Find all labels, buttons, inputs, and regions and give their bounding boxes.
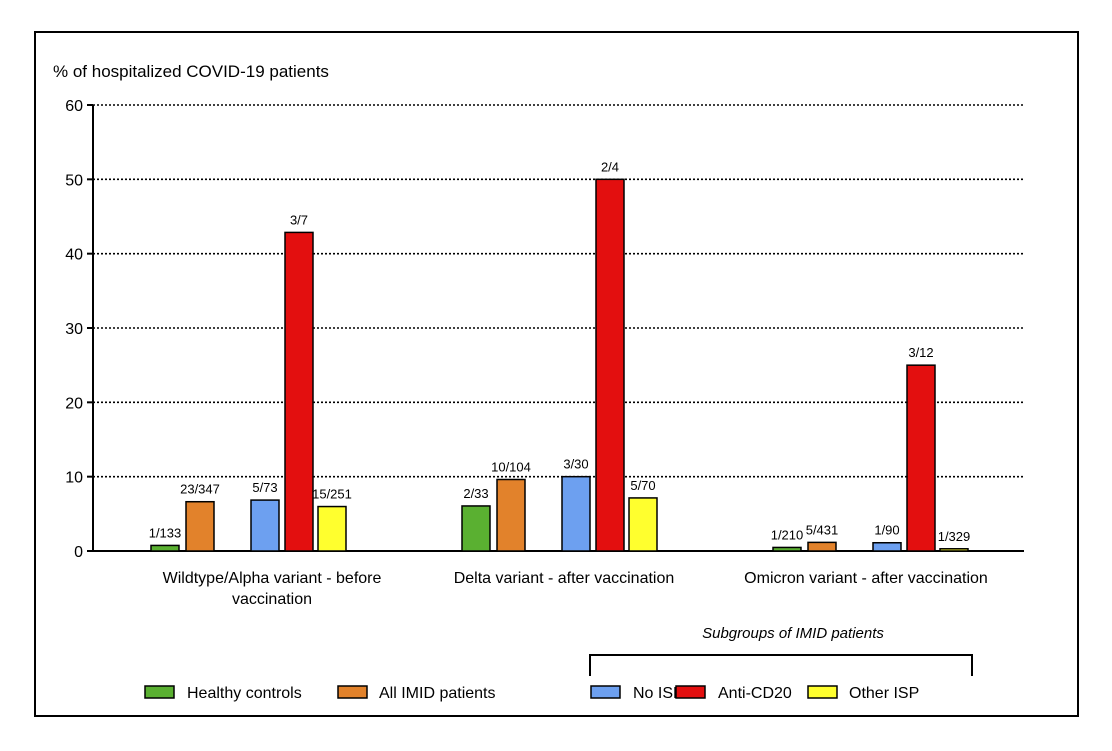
y-axis-title: % of hospitalized COVID-19 patients <box>53 62 329 81</box>
bar <box>284 231 314 552</box>
data-label: 1/329 <box>938 529 971 544</box>
subgroup-title: Subgroups of IMID patients <box>702 625 884 642</box>
y-tick-label: 30 <box>65 321 83 338</box>
y-tick-label: 10 <box>65 470 83 487</box>
bar <box>872 541 902 552</box>
data-label: 10/104 <box>491 459 531 474</box>
bar <box>185 500 215 552</box>
bar <box>628 497 658 552</box>
y-tick-label: 50 <box>65 172 83 189</box>
data-label: 5/73 <box>252 480 277 495</box>
bar <box>939 548 969 552</box>
data-label: 15/251 <box>312 487 352 502</box>
data-label: 1/133 <box>149 525 182 540</box>
legend-label: Other ISP <box>849 685 919 702</box>
bar <box>595 178 625 552</box>
y-tick-label: 0 <box>74 544 83 561</box>
bar <box>772 546 802 552</box>
bar-chart: % of hospitalized COVID-19 patients 0 10 20… <box>53 62 1024 702</box>
bar <box>150 544 180 552</box>
data-label: 5/70 <box>630 478 655 493</box>
legend-label: Anti-CD20 <box>718 685 792 702</box>
bar <box>807 541 837 552</box>
bar <box>250 499 280 552</box>
subgroup-bracket <box>589 654 973 676</box>
data-label: 2/4 <box>601 159 619 174</box>
data-label: 5/431 <box>806 522 839 537</box>
legend-swatch <box>675 685 706 699</box>
bar <box>317 505 347 552</box>
legend-swatch <box>807 685 838 699</box>
legend-label: Healthy controls <box>187 685 302 702</box>
data-label: 23/347 <box>180 482 220 497</box>
bar <box>561 475 591 552</box>
legend-swatch <box>590 685 621 699</box>
y-tick-label: 40 <box>65 247 83 264</box>
category-label: Wildtype/Alpha variant - before <box>163 570 382 587</box>
bar <box>496 478 526 552</box>
legend-swatch <box>337 685 368 699</box>
chart-frame: % of hospitalized COVID-19 patients 0 10 20… <box>34 31 1079 717</box>
legend-label: No ISP <box>633 685 684 702</box>
data-label: 3/30 <box>563 457 588 472</box>
data-label: 1/90 <box>874 523 899 538</box>
y-tick-label: 20 <box>65 395 83 412</box>
bar <box>461 505 491 552</box>
category-label: Omicron variant - after vaccination <box>744 570 988 587</box>
data-label: 1/210 <box>771 527 804 542</box>
data-label: 3/7 <box>290 212 308 227</box>
data-label: 2/33 <box>463 486 488 501</box>
y-tick-label: 60 <box>65 98 83 115</box>
category-label: Delta variant - after vaccination <box>454 570 675 587</box>
category-label: vaccination <box>232 591 312 608</box>
data-label: 3/12 <box>908 345 933 360</box>
legend-label: All IMID patients <box>379 685 495 702</box>
bar <box>906 364 936 552</box>
legend-swatch <box>144 685 175 699</box>
